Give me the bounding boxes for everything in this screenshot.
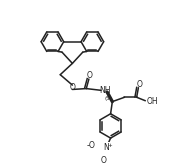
Text: NH: NH	[99, 86, 110, 95]
Text: N: N	[103, 143, 109, 152]
Text: OH: OH	[147, 97, 158, 106]
Text: +: +	[107, 142, 112, 148]
Text: O: O	[87, 71, 93, 80]
Text: O: O	[69, 83, 75, 92]
Text: O: O	[136, 80, 142, 89]
Text: -O: -O	[86, 141, 95, 149]
Text: O: O	[101, 156, 107, 163]
Text: (S): (S)	[104, 96, 112, 101]
